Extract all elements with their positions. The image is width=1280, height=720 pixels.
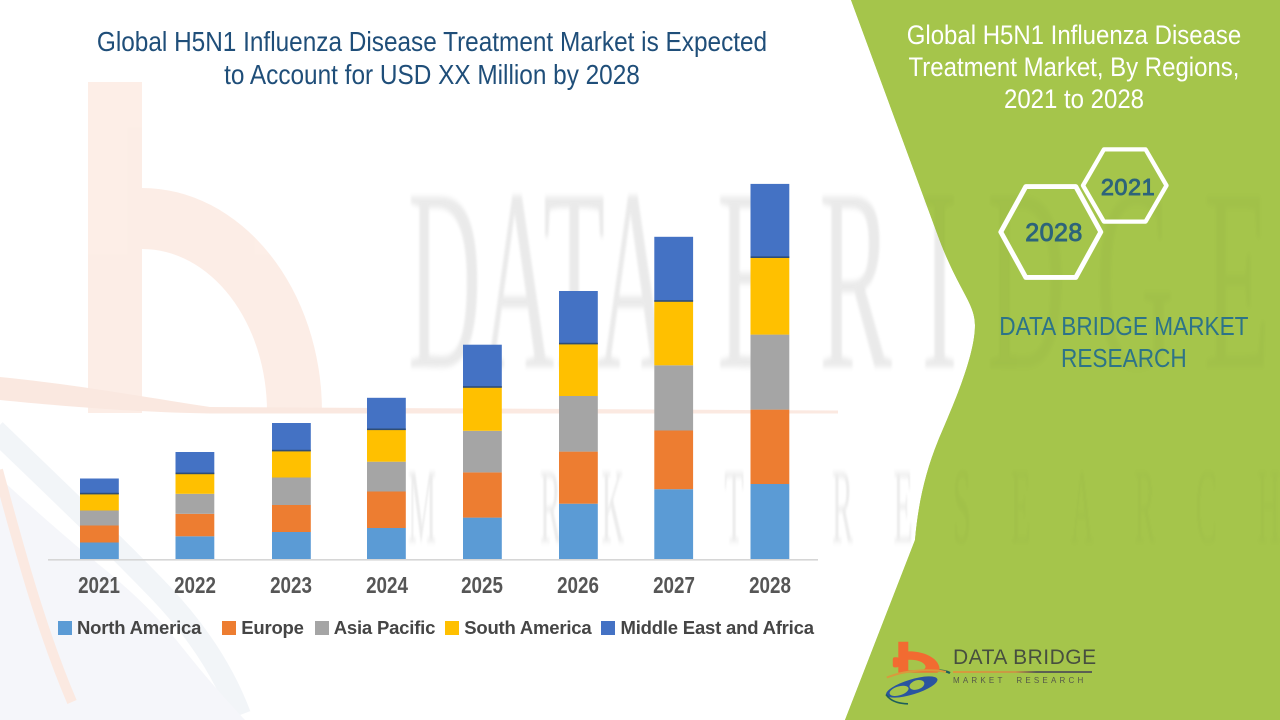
svg-text:DATA: DATA: [408, 135, 670, 424]
